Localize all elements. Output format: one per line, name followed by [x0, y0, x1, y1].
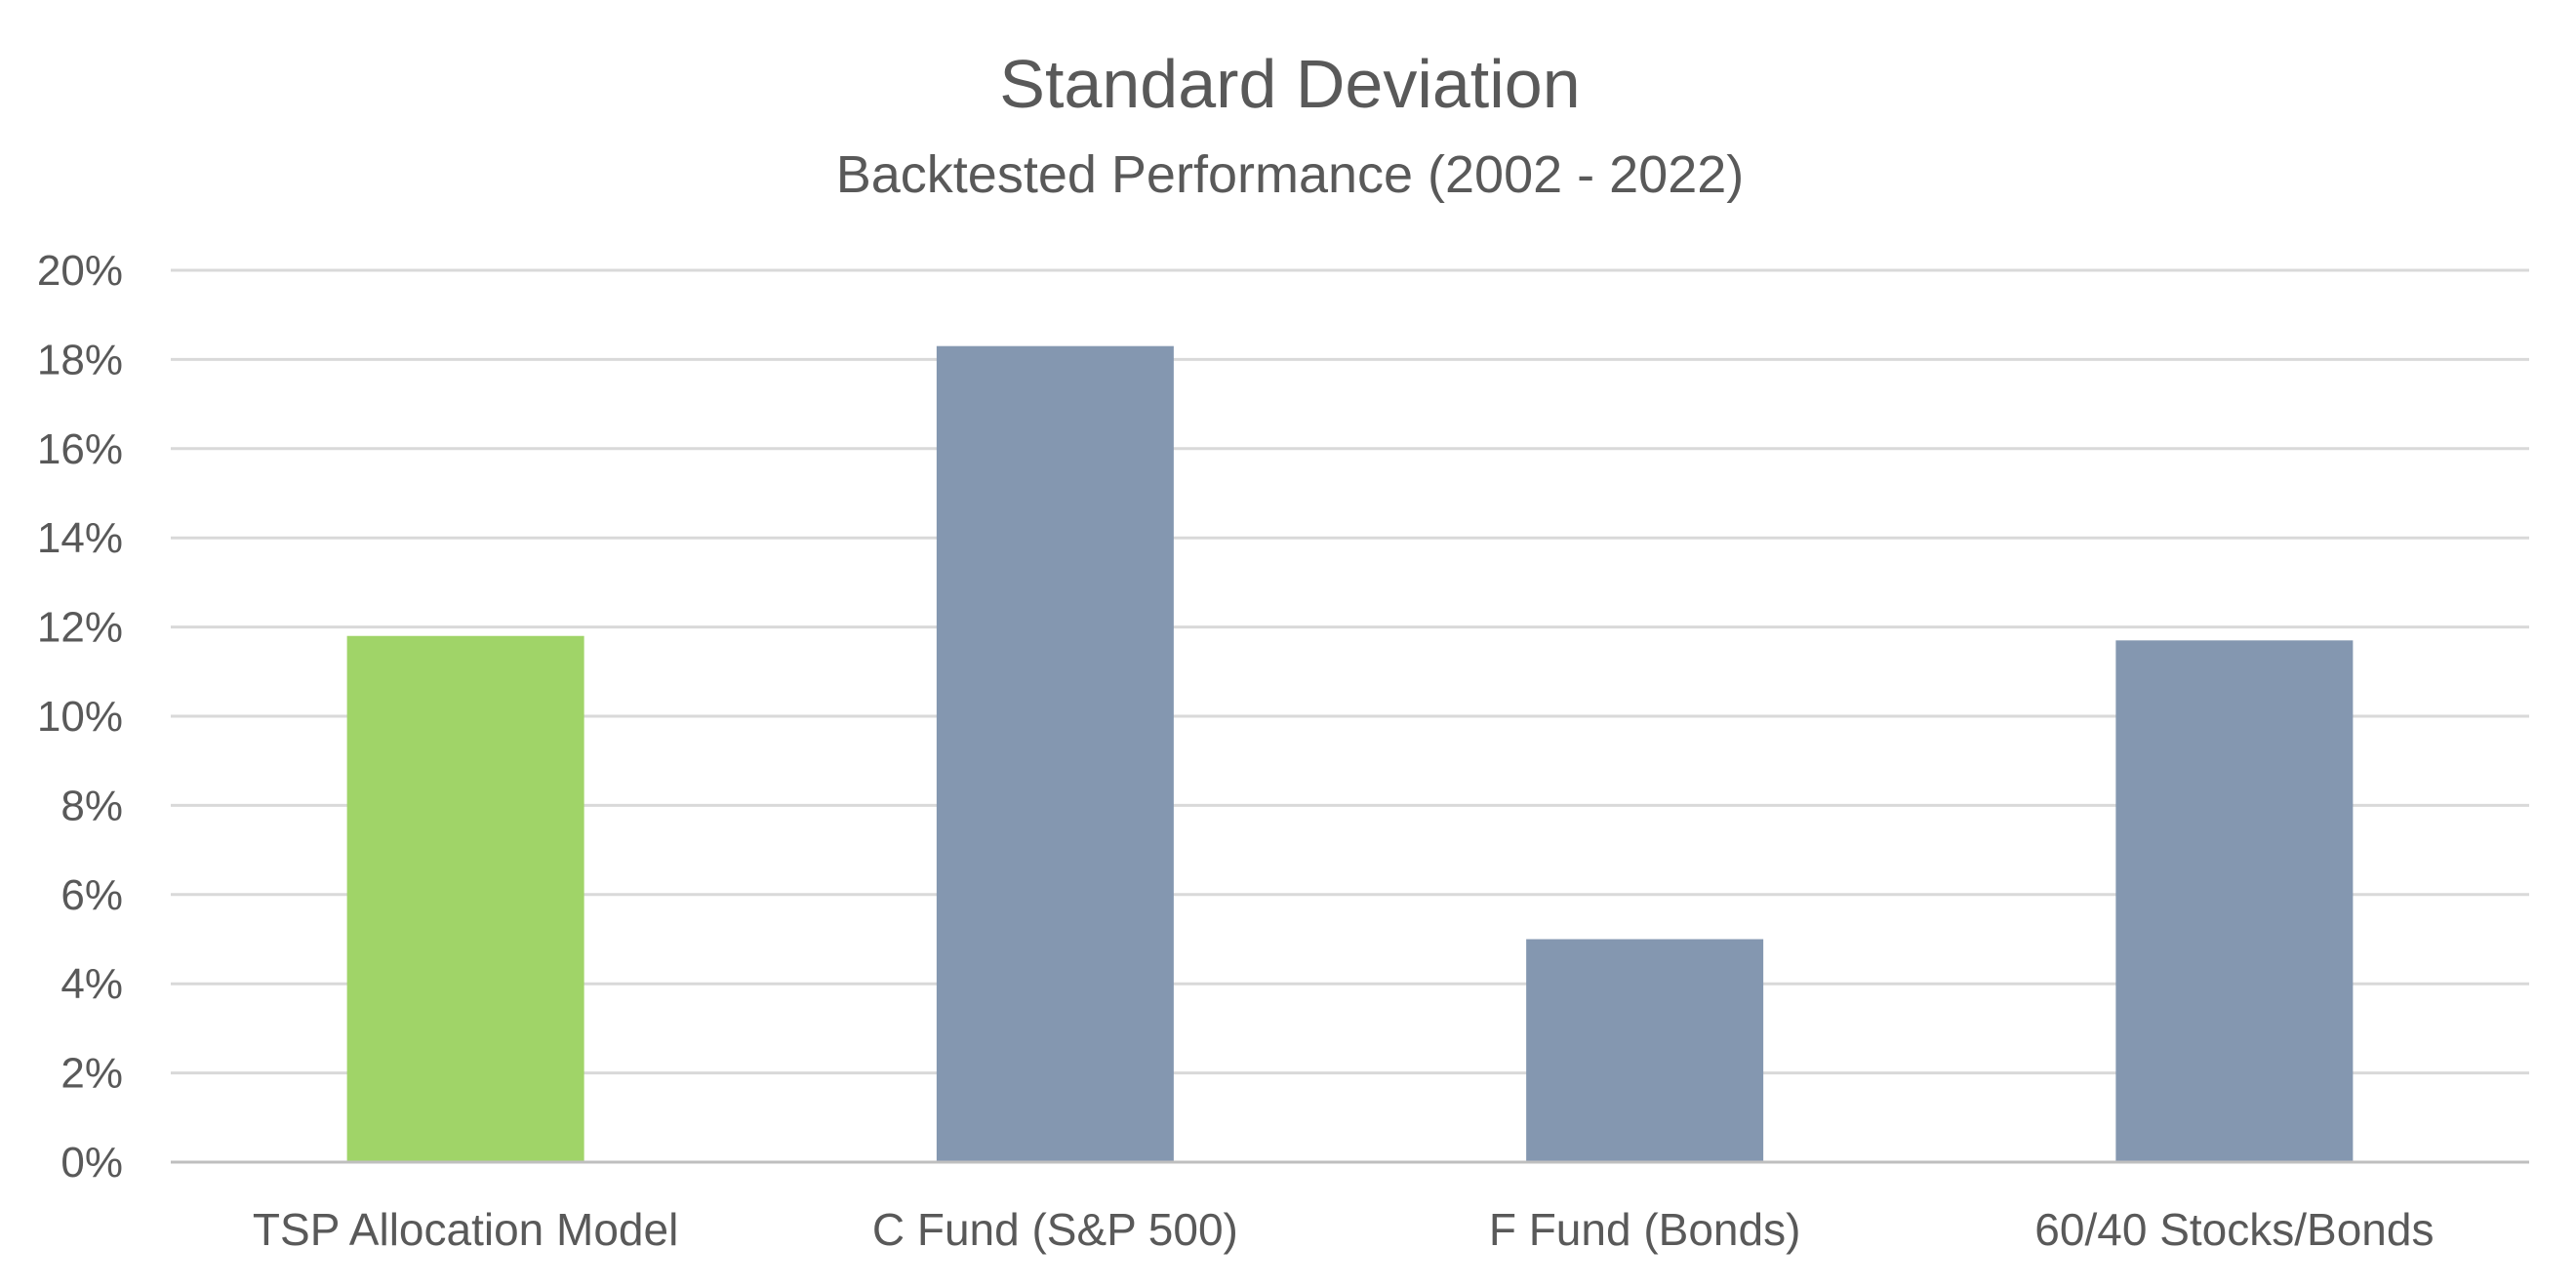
bar-c-fund-s-p-500	[936, 345, 1174, 1162]
y-axis: 0% 2% 4% 6% 8% 10% 12% 14% 16% 18% 20%	[37, 247, 123, 1187]
chart-subtitle: Backtested Performance (2002 - 2022)	[836, 145, 1745, 204]
y-tick-label: 2%	[60, 1050, 123, 1098]
bar-f-fund-bonds	[1526, 939, 1764, 1162]
y-tick-label: 6%	[60, 871, 123, 919]
bars	[346, 345, 2354, 1162]
y-tick-label: 18%	[37, 336, 123, 383]
y-tick-label: 12%	[37, 604, 123, 652]
y-tick-label: 14%	[37, 514, 123, 562]
bar-60-40-stocks-bonds	[2115, 640, 2354, 1162]
x-axis: TSP Allocation Model C Fund (S&P 500) F Fu…	[171, 1160, 2529, 1255]
y-tick-label: 4%	[60, 960, 123, 1008]
y-tick-label: 16%	[37, 425, 123, 473]
y-tick-label: 8%	[60, 782, 123, 829]
y-tick-label: 10%	[37, 693, 123, 741]
y-tick-label: 0%	[60, 1139, 123, 1187]
bar-tsp-allocation-model	[346, 635, 584, 1162]
x-tick-label: TSP Allocation Model	[253, 1204, 678, 1255]
x-tick-label: F Fund (Bonds)	[1489, 1204, 1801, 1255]
x-tick-label: 60/40 Stocks/Bonds	[2034, 1204, 2434, 1255]
x-tick-label: C Fund (S&P 500)	[872, 1204, 1238, 1255]
chart-title: Standard Deviation	[999, 46, 1580, 122]
y-tick-label: 20%	[37, 247, 123, 295]
